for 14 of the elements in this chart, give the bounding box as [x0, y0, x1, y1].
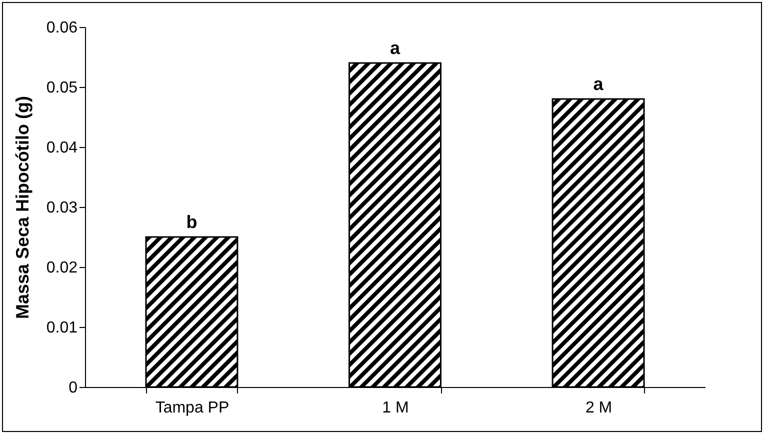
- annotation: b: [186, 212, 198, 232]
- y-axis-title: Massa Seca Hipocótilo (g): [12, 96, 32, 320]
- y-tick-label: 0: [68, 380, 78, 396]
- annotation: a: [593, 74, 604, 94]
- y-tick-label: 0.01: [46, 320, 78, 336]
- y-tick-label: 0.04: [46, 140, 78, 156]
- y-tick-label: 0.03: [46, 200, 78, 216]
- y-tick-label: 0.05: [46, 80, 78, 96]
- x-tick-label: 2 M: [585, 400, 612, 416]
- y-tick-label: 0.02: [46, 260, 78, 276]
- y-tick-label: 0.06: [46, 20, 78, 36]
- annotation: a: [390, 38, 401, 58]
- x-tick-label: 1 M: [382, 400, 409, 416]
- x-tick-label: Tampa PP: [155, 400, 230, 416]
